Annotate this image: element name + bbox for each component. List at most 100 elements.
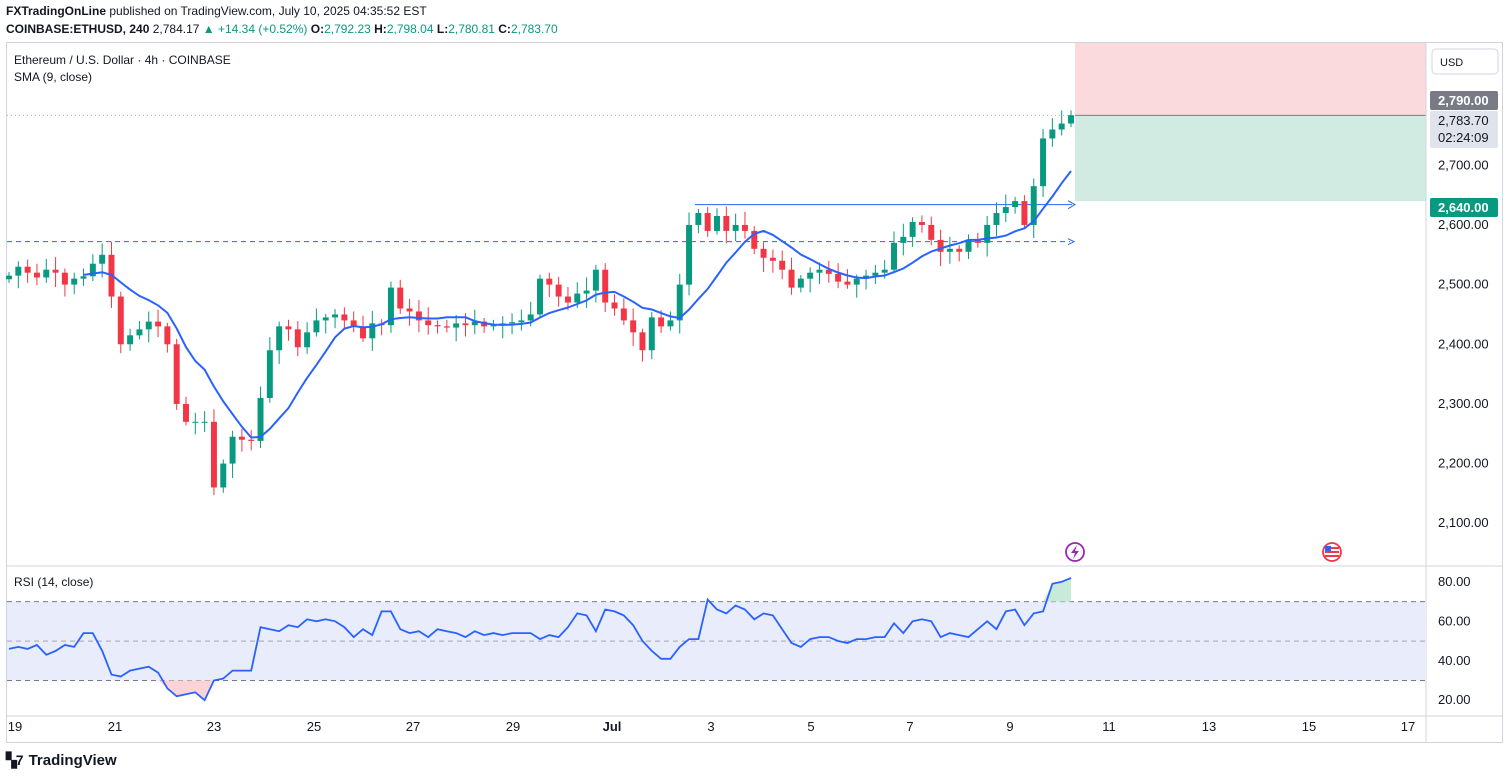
candle-body [984,224,991,243]
high-value: 2,798.04 [386,22,434,36]
time-axis-label: 15 [1302,719,1316,734]
candle-body [471,321,478,326]
lightning-event-icon[interactable] [1065,542,1085,562]
price-axis-label: 2,300.00 [1438,396,1489,411]
candle-body [667,320,674,327]
candle-body [71,278,78,285]
candle-body [537,278,543,315]
sma-legend: SMA (9, close) [14,70,92,84]
open-label: O: [310,22,325,36]
candle-body [145,321,152,330]
currency-button[interactable]: USD [1431,48,1499,75]
candle-body [425,320,432,326]
candle-body [937,239,944,252]
candle-body [369,323,376,339]
target-price-tag: 2,640.00 [1430,198,1498,217]
last-price-text: 2,783.70 [1438,113,1489,128]
candle-body [257,397,264,441]
stop-price-text: 2,790.00 [1438,93,1489,108]
last-price: 2,784.17 [152,22,200,36]
candle-body [844,281,851,285]
candle-body [527,314,534,321]
candle-body [872,272,879,276]
candle-body [769,257,776,261]
candle-body [136,329,143,336]
candle-body [695,213,702,225]
candle-body [1021,201,1028,225]
countdown-text: 02:24:09 [1438,130,1489,145]
chart-frame[interactable] [6,42,1503,743]
candle-body [229,436,236,464]
candle-body [881,269,888,273]
support-level-arrow [1067,238,1076,246]
publish-line: FXTradingOnLine published on TradingView… [6,4,427,18]
candle-body [900,236,907,243]
candle-body [518,320,525,323]
rsi-axis-label: 20.00 [1438,692,1471,707]
candle-body [192,421,199,423]
candle-body [574,293,581,303]
candle-body [294,329,301,348]
candle-body [760,248,767,258]
candle-body [24,266,31,273]
candle-body [220,463,227,488]
symbol-label: COINBASE:ETHUSD, 240 [6,22,150,36]
time-axis-label: 23 [207,719,221,734]
candle-body [360,326,366,339]
candle-body [592,269,599,291]
candle-body [732,224,739,231]
candle-body [350,320,357,327]
candle-body [1012,201,1019,208]
candle-body [974,239,981,243]
stop-price-tag: 2,790.00 [1430,91,1498,110]
candle-body [238,436,245,440]
target-price-text: 2,640.00 [1438,200,1489,215]
candle-body [965,239,972,252]
candle-body [891,242,897,270]
candle-body [853,278,860,285]
candle-body [704,213,711,231]
candle-body [61,272,68,285]
open-value: 2,792.23 [324,22,371,36]
last-price-tag: 2,783.70 02:24:09 [1430,111,1498,148]
candle-body [686,224,693,285]
tradingview-logo-icon: ▚7 [6,752,24,768]
stop-loss-zone [1075,43,1426,120]
tradingview-footer[interactable]: ▚7 TradingView [6,752,117,769]
time-axis-label: 7 [906,719,913,734]
candle-body [127,335,134,345]
candle-body [611,302,618,309]
breakout-ray-arrow [1067,200,1077,210]
candle-body [173,344,180,404]
candle-body [387,287,394,326]
candle-body [462,323,469,326]
candle-body [248,439,255,441]
candle-body [835,273,842,282]
rsi-overbought-fill [1043,577,1071,602]
brand-name: TradingView [28,752,117,769]
ohlc-line: COINBASE:ETHUSD, 240 2,784.17 ▲ +14.34 (… [6,22,558,36]
close-value: 2,783.70 [510,22,558,36]
candle-body [602,269,609,303]
time-axis-label: 9 [1006,719,1013,734]
candle-body [80,276,87,279]
candle-body [676,284,683,321]
candle-body [155,321,162,327]
time-axis-label: 29 [506,719,520,734]
time-axis-label: 5 [807,719,814,734]
time-axis-label: 19 [8,719,22,734]
us-flag-icon[interactable] [1322,542,1342,562]
candle-body [620,308,627,321]
candle-body [201,421,208,423]
publisher-name[interactable]: FXTradingOnLine [6,4,107,18]
candle-body [276,326,283,351]
candle-body [397,287,404,309]
candle-body [415,311,422,321]
candle-body [825,269,832,274]
rsi-axis-label: 80.00 [1438,574,1471,589]
candle-body [630,320,637,333]
candle-body [33,272,40,278]
candle-body [564,296,571,303]
chart-title: Ethereum / U.S. Dollar · 4h · COINBASE [14,53,231,67]
